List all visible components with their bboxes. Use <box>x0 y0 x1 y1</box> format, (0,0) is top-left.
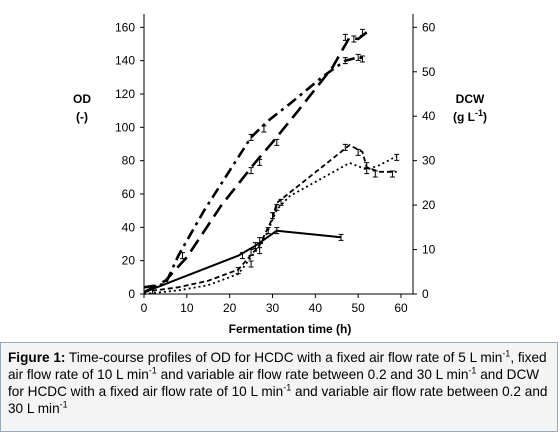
error-bar <box>248 133 254 141</box>
y-right-tick-label: 10 <box>422 243 436 257</box>
error-bar <box>270 212 275 220</box>
error-bar <box>342 33 348 41</box>
caption-text-c: and variable air flow rate between 0.2 a… <box>156 367 469 382</box>
error-bar <box>265 227 271 235</box>
x-axis-label: Fermentation time (h) <box>228 322 352 336</box>
x-tick-label: 50 <box>351 301 365 315</box>
y-left-tick-label: 120 <box>115 87 135 101</box>
y-right-label-end: ) <box>483 110 487 124</box>
error-bar <box>261 125 267 133</box>
x-tick-label: 40 <box>309 301 323 315</box>
y-left-tick-label: 140 <box>115 54 135 68</box>
error-bar <box>372 170 378 178</box>
y-left-tick-label: 160 <box>115 20 135 34</box>
error-bar <box>150 287 156 295</box>
y-right-tick-label: 40 <box>422 109 436 123</box>
caption-sup-1: -1 <box>502 348 511 359</box>
caption-figure-label: Figure 1: <box>8 350 66 365</box>
error-bar <box>240 252 246 260</box>
series-line-2 <box>143 31 368 294</box>
y-left-tick-label: 100 <box>115 120 135 134</box>
y-left-label: OD (-) <box>62 92 102 124</box>
y-right-label-line2: (g L-1) <box>444 108 496 125</box>
figure-caption: Figure 1: Time-course profiles of OD for… <box>0 342 558 432</box>
error-bar <box>278 198 284 206</box>
x-tick-label: 30 <box>266 301 280 315</box>
x-tick-label: 60 <box>394 301 408 315</box>
y-left-label-line1: OD <box>73 92 91 106</box>
error-bar <box>355 148 361 156</box>
y-left-label-line2: (-) <box>76 110 88 124</box>
error-bar <box>235 267 241 275</box>
error-bar <box>252 242 258 250</box>
error-bar <box>342 57 348 65</box>
caption-text-d: and DCW for HCDC with a fixed air flow r… <box>8 367 540 399</box>
error-bar <box>248 260 254 268</box>
error-bar <box>359 28 365 36</box>
error-bar <box>180 252 186 260</box>
y-left-tick-label: 40 <box>122 220 136 234</box>
chart-plot: 0 20 40 60 80 100 120 140 160 0 10 20 30 40 50 60 0 10 20 3… <box>115 14 436 315</box>
x-tick-label: 10 <box>180 301 194 315</box>
error-bar <box>342 143 348 151</box>
y-left-tick-label: 60 <box>122 187 136 201</box>
error-bar <box>274 138 280 146</box>
y-right-tick-label: 0 <box>422 287 429 301</box>
error-bar <box>257 247 263 255</box>
caption-sup-4: -1 <box>283 382 292 393</box>
y-right-label-unit: (g L <box>452 110 475 124</box>
error-bar <box>355 53 361 61</box>
series-line-3 <box>143 55 367 289</box>
y-right-tick-label: 60 <box>422 20 436 34</box>
caption-text-b: , fixed air flow rate of 10 L min <box>8 350 547 382</box>
y-right-label-line1: DCW <box>455 92 485 106</box>
series-line-5 <box>143 155 398 295</box>
error-bar <box>338 233 344 241</box>
series-line-4 <box>143 144 397 293</box>
caption-sup-5: -1 <box>59 399 68 410</box>
error-bar <box>257 237 263 245</box>
caption-text-a: Time-course profiles of OD for HCDC with… <box>65 350 503 365</box>
error-bar <box>248 248 254 256</box>
error-bar <box>248 167 254 175</box>
error-bar <box>389 170 395 178</box>
x-tick-label: 0 <box>141 301 148 315</box>
caption-sup-3: -1 <box>468 365 477 376</box>
x-tick-label: 20 <box>223 301 237 315</box>
y-right-tick-label: 20 <box>422 198 436 212</box>
error-bar <box>274 227 280 235</box>
y-right-tick-label: 30 <box>422 154 436 168</box>
y-left-tick-label: 20 <box>122 254 136 268</box>
error-bar <box>351 35 357 43</box>
error-bar <box>364 162 370 170</box>
series-line-1 <box>143 229 342 294</box>
error-bar <box>394 153 400 161</box>
y-right-label-sup: -1 <box>474 108 483 118</box>
caption-text-e: and variable air flow rate between 0.2 a… <box>8 384 548 416</box>
y-right-label: DCW (g L-1) <box>444 92 496 124</box>
error-bar <box>359 55 365 63</box>
y-left-tick-label: 0 <box>128 287 135 301</box>
caption-sup-2: -1 <box>148 365 157 376</box>
y-right-tick-label: 50 <box>422 65 436 79</box>
y-left-tick-label: 80 <box>122 154 136 168</box>
error-bar <box>257 158 263 166</box>
error-bar <box>274 203 280 211</box>
